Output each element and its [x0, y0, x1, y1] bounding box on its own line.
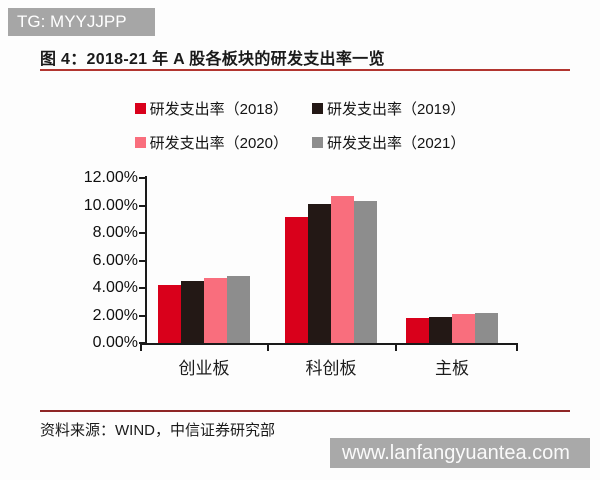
bar-科创板-研发支出率（2021）	[354, 201, 377, 343]
bar-创业板-研发支出率（2021）	[227, 275, 250, 343]
channel-badge: TG: MYYJJPP	[8, 8, 155, 36]
y-axis-tick-label: 0.00%	[92, 334, 138, 351]
y-axis-tick	[139, 177, 145, 179]
legend-label: 研发支出率（2020）	[149, 135, 288, 152]
bar-创业板-研发支出率（2019）	[181, 281, 204, 343]
y-axis-tick-label: 4.00%	[92, 279, 138, 296]
legend-row: 研发支出率（2020） 研发支出率（2021）	[134, 132, 465, 153]
x-axis-line	[140, 343, 518, 345]
legend-swatch	[134, 103, 146, 114]
y-axis-tick-label: 6.00%	[92, 251, 138, 269]
x-axis-tick	[140, 343, 142, 351]
y-axis-tick	[139, 259, 145, 262]
y-axis-tick	[139, 232, 145, 234]
chart-legend: 研发支出率（2018） 研发支出率（2019） 研发支出率（2020） 研发支出率（2…	[0, 98, 600, 153]
y-axis-tick-label: 10.00%	[83, 196, 138, 214]
y-axis-tick	[139, 204, 145, 207]
bar-创业板-研发支出率（2020）	[204, 278, 227, 343]
y-axis-tick-label: 2.00%	[92, 306, 138, 324]
source-note: 资料来源：WIND，中信证券研究部	[40, 422, 275, 439]
y-axis-tick	[139, 287, 145, 289]
title-underline	[40, 69, 570, 71]
bar-主板-研发支出率（2018）	[406, 318, 429, 343]
legend-item: 研发支出率（2020）	[134, 132, 288, 153]
bar-主板-研发支出率（2019）	[429, 316, 452, 343]
watermark: www.lanfangyuantea.com	[330, 438, 590, 468]
bar-主板-研发支出率（2021）	[475, 312, 498, 343]
x-category-label: 创业板	[178, 359, 230, 378]
legend-label: 研发支出率（2019）	[327, 101, 466, 118]
legend-row: 研发支出率（2018） 研发支出率（2019）	[134, 98, 465, 119]
y-axis-tick	[139, 314, 145, 317]
figure-title: 图 4：2018-21 年 A 股各板块的研发支出率一览	[40, 51, 385, 68]
footer-divider	[40, 410, 570, 412]
legend-swatch	[312, 137, 323, 148]
legend-item: 研发支出率（2018）	[134, 98, 288, 119]
bar-创业板-研发支出率（2018）	[158, 285, 181, 343]
bar-科创板-研发支出率（2018）	[285, 216, 308, 343]
x-axis-tick	[516, 343, 518, 351]
bar-主板-研发支出率（2020）	[452, 314, 475, 343]
y-axis-tick-label: 12.00%	[83, 169, 138, 186]
x-category-label: 主板	[435, 359, 469, 378]
legend-label: 研发支出率（2018）	[149, 101, 288, 118]
x-category-label: 科创板	[305, 359, 357, 378]
bar-chart: 0.00% 2.00% 4.00% 6.00% 8.00% 10.00% 12.00% 创业板…	[83, 169, 518, 378]
legend-item: 研发支出率（2019）	[312, 98, 465, 119]
y-axis-tick-label: 8.00%	[92, 224, 138, 241]
bar-科创板-研发支出率（2019）	[308, 204, 331, 343]
bar-科创板-研发支出率（2020）	[331, 195, 354, 343]
legend-item: 研发支出率（2021）	[312, 132, 465, 153]
legend-swatch	[312, 103, 323, 114]
legend-label: 研发支出率（2021）	[327, 135, 466, 152]
x-axis-tick	[267, 343, 269, 351]
legend-swatch	[134, 137, 146, 148]
x-axis-tick	[395, 343, 397, 351]
y-axis-line	[145, 176, 147, 345]
